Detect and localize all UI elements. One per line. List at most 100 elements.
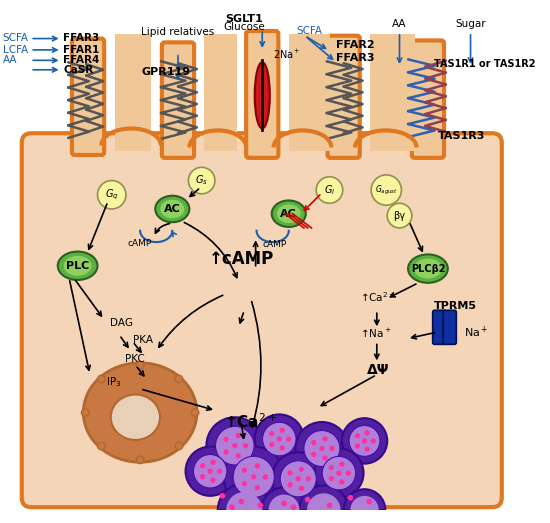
- Text: Glucose: Glucose: [223, 22, 265, 32]
- Text: PKC: PKC: [125, 354, 145, 363]
- Text: FFAR1: FFAR1: [63, 45, 100, 55]
- Circle shape: [295, 476, 301, 482]
- Circle shape: [329, 465, 334, 470]
- Text: SGLT1: SGLT1: [226, 14, 263, 24]
- Text: PLC: PLC: [66, 261, 89, 271]
- Ellipse shape: [83, 363, 197, 462]
- Text: Na$^+$: Na$^+$: [464, 324, 488, 340]
- Circle shape: [269, 442, 274, 447]
- FancyBboxPatch shape: [328, 36, 360, 158]
- Text: $G_{agust}$: $G_{agust}$: [375, 184, 398, 197]
- Circle shape: [316, 177, 343, 203]
- Circle shape: [329, 446, 334, 451]
- Circle shape: [322, 436, 328, 441]
- Text: ΔΨ: ΔΨ: [367, 363, 390, 377]
- Wedge shape: [226, 492, 262, 510]
- Circle shape: [371, 175, 401, 205]
- Circle shape: [329, 476, 334, 481]
- Circle shape: [207, 469, 213, 474]
- Circle shape: [262, 422, 296, 456]
- Circle shape: [255, 485, 260, 491]
- Ellipse shape: [272, 200, 306, 227]
- Circle shape: [387, 203, 412, 228]
- Text: Sugar: Sugar: [455, 19, 486, 29]
- Circle shape: [81, 409, 89, 416]
- Circle shape: [299, 486, 304, 491]
- Bar: [370, 34, 415, 151]
- Text: Lipid relatives: Lipid relatives: [141, 27, 214, 37]
- Circle shape: [216, 426, 254, 465]
- Circle shape: [243, 443, 248, 448]
- Text: $G_i$: $G_i$: [324, 183, 335, 197]
- Circle shape: [290, 504, 296, 510]
- FancyBboxPatch shape: [72, 39, 104, 155]
- Wedge shape: [307, 493, 340, 510]
- Circle shape: [336, 471, 342, 476]
- Circle shape: [365, 430, 370, 435]
- Circle shape: [194, 454, 227, 488]
- Text: $G_q$: $G_q$: [105, 188, 118, 202]
- Circle shape: [175, 376, 183, 383]
- Circle shape: [235, 433, 241, 438]
- FancyBboxPatch shape: [246, 31, 278, 158]
- FancyBboxPatch shape: [433, 310, 446, 344]
- Text: SCFA: SCFA: [296, 26, 322, 36]
- Text: AC: AC: [280, 209, 297, 219]
- Circle shape: [365, 447, 370, 452]
- Circle shape: [175, 442, 183, 450]
- Text: SCFA: SCFA: [3, 32, 29, 42]
- Circle shape: [191, 409, 199, 416]
- Circle shape: [219, 493, 226, 498]
- Circle shape: [97, 442, 105, 450]
- Circle shape: [348, 495, 353, 501]
- Circle shape: [342, 418, 387, 464]
- Circle shape: [200, 474, 205, 480]
- Text: FFAR3: FFAR3: [336, 53, 375, 63]
- Circle shape: [235, 453, 241, 459]
- Text: $G_s$: $G_s$: [195, 174, 208, 187]
- Bar: [114, 34, 151, 151]
- Text: AA: AA: [392, 19, 407, 29]
- Ellipse shape: [111, 394, 160, 440]
- Circle shape: [279, 445, 285, 451]
- Text: CaSR: CaSR: [63, 65, 94, 75]
- Circle shape: [97, 180, 126, 209]
- Circle shape: [355, 444, 360, 449]
- Circle shape: [295, 422, 348, 475]
- Circle shape: [281, 501, 287, 506]
- Text: GPR119: GPR119: [141, 67, 190, 77]
- Wedge shape: [344, 489, 386, 510]
- Circle shape: [223, 449, 229, 454]
- Circle shape: [288, 482, 293, 487]
- Text: ↑Na$^+$: ↑Na$^+$: [360, 326, 392, 339]
- Circle shape: [233, 456, 274, 497]
- Text: ↑Ca$^{2+}$: ↑Ca$^{2+}$: [224, 413, 277, 431]
- Circle shape: [279, 427, 285, 433]
- Circle shape: [136, 456, 144, 464]
- Bar: [289, 34, 331, 151]
- Ellipse shape: [277, 204, 301, 223]
- Text: ↑Ca$^{2+}$: ↑Ca$^{2+}$: [360, 290, 395, 304]
- Circle shape: [305, 497, 311, 503]
- Circle shape: [277, 436, 282, 442]
- FancyBboxPatch shape: [443, 310, 456, 344]
- Ellipse shape: [255, 62, 270, 129]
- Circle shape: [217, 469, 222, 474]
- FancyBboxPatch shape: [22, 133, 502, 507]
- Text: FFAR4: FFAR4: [63, 55, 100, 65]
- Wedge shape: [218, 484, 271, 510]
- Circle shape: [185, 447, 235, 496]
- Ellipse shape: [155, 196, 189, 222]
- Ellipse shape: [64, 256, 91, 276]
- Circle shape: [366, 498, 372, 504]
- Circle shape: [239, 498, 244, 504]
- Text: ↑cAMP: ↑cAMP: [209, 250, 274, 268]
- Circle shape: [322, 456, 328, 461]
- Circle shape: [229, 504, 235, 510]
- Ellipse shape: [414, 259, 442, 279]
- Circle shape: [288, 470, 293, 475]
- Text: TAS1R1 or TAS1R2: TAS1R1 or TAS1R2: [433, 59, 535, 69]
- Text: DAG: DAG: [110, 317, 133, 327]
- Circle shape: [322, 457, 356, 490]
- Circle shape: [362, 438, 367, 444]
